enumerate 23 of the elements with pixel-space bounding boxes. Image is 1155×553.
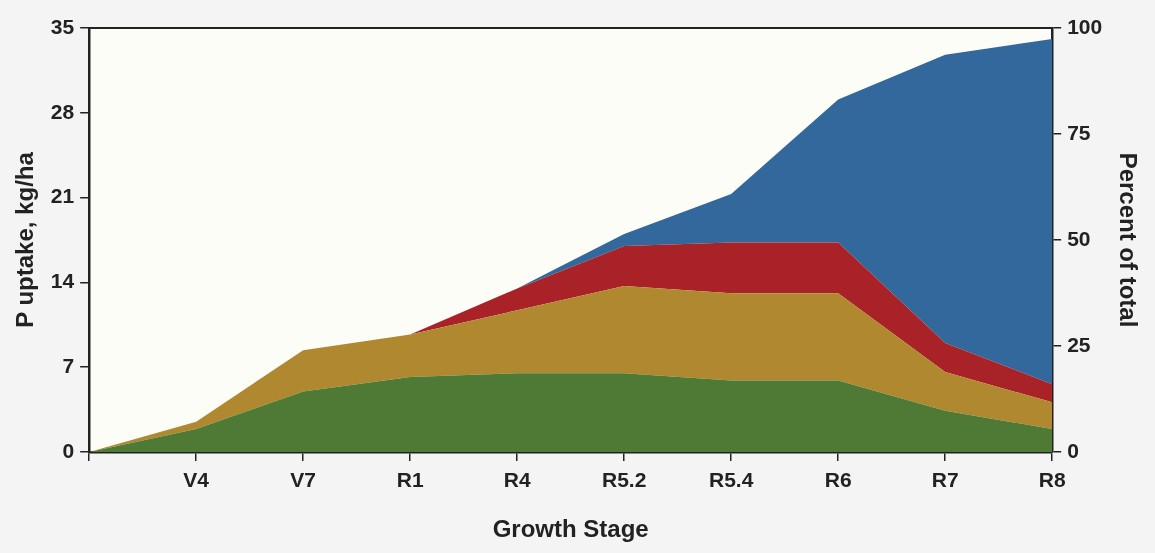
x-tick-label: R6 bbox=[824, 468, 852, 492]
x-tick-label: R1 bbox=[396, 468, 424, 492]
y-tick-label: 35 bbox=[50, 14, 75, 38]
y-tick-label: 14 bbox=[50, 269, 75, 293]
y2-tick-label: 50 bbox=[1067, 226, 1091, 250]
y2-tick-label: 0 bbox=[1067, 438, 1079, 462]
x-axis-title: Growth Stage bbox=[492, 515, 649, 543]
y2-tick-label: 75 bbox=[1067, 120, 1091, 144]
x-tick-label: V4 bbox=[183, 468, 210, 492]
y-tick-label: 0 bbox=[62, 438, 75, 462]
x-tick-label: R5.4 bbox=[708, 468, 754, 492]
y-axis-title: P uptake, kg/ha bbox=[11, 151, 39, 328]
y-tick-label: 28 bbox=[50, 99, 75, 123]
y2-tick-label: 100 bbox=[1067, 14, 1103, 38]
x-tick-label: R4 bbox=[503, 468, 531, 492]
y2-axis-title: Percent of total bbox=[1114, 152, 1142, 328]
y-tick-label: 7 bbox=[62, 354, 75, 377]
x-tick-label: R8 bbox=[1038, 468, 1066, 492]
y-tick-label: 21 bbox=[50, 184, 75, 208]
y2-tick-label: 25 bbox=[1067, 332, 1091, 356]
x-tick-label: V7 bbox=[290, 468, 316, 492]
x-tick-label: R5.2 bbox=[601, 468, 647, 492]
x-tick-label: R7 bbox=[931, 468, 959, 492]
